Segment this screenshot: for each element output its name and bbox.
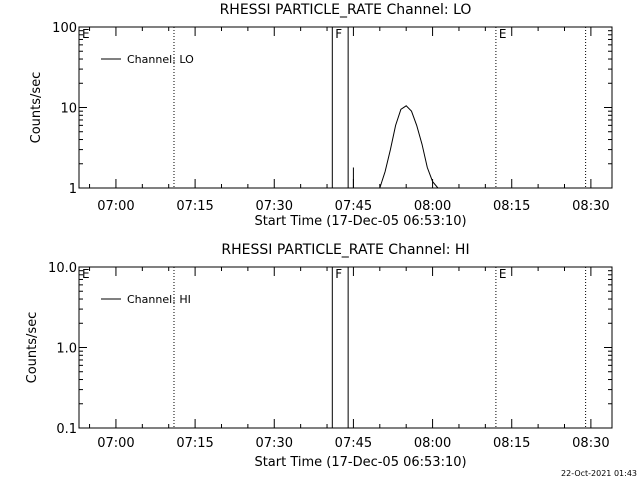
x-tick-label: 07:30 xyxy=(256,436,293,451)
x-tick-label: 08:00 xyxy=(414,199,451,214)
x-tick-label: 08:15 xyxy=(493,436,530,451)
y-tick-label: 10 xyxy=(60,102,77,117)
y-tick-label: 1 xyxy=(69,182,77,197)
x-tick-label: 08:00 xyxy=(414,436,451,451)
y-tick-label: 10.0 xyxy=(48,261,77,276)
y-tick-label: 1.0 xyxy=(56,342,77,357)
marker-label: F xyxy=(335,27,342,41)
chart-panel-1: RHESSI PARTICLE_RATE Channel: HI 0.1 1.0 10… xyxy=(25,242,613,470)
plot-frame xyxy=(78,266,613,429)
x-tick-label: 08:30 xyxy=(572,199,609,214)
marker-label: E xyxy=(499,27,507,41)
x-tick-label: 07:45 xyxy=(335,199,372,214)
x-tick-label: 07:15 xyxy=(176,436,213,451)
plot-frame xyxy=(78,26,613,189)
marker-label: E xyxy=(82,267,90,281)
x-tick-label: 07:30 xyxy=(256,199,293,214)
marker-label: E xyxy=(82,27,90,41)
x-tick-label: 07:00 xyxy=(97,436,134,451)
x-tick-label: 07:15 xyxy=(176,199,213,214)
x-axis-label: Start Time (17-Dec-05 06:53:10) xyxy=(254,214,466,229)
x-tick-label: 08:30 xyxy=(572,436,609,451)
data-series-0-segment-1 xyxy=(379,105,444,189)
legend-label: Channel: HI xyxy=(127,293,191,306)
chart-title: RHESSI PARTICLE_RATE Channel: LO xyxy=(220,2,472,18)
x-tick-label: 07:00 xyxy=(97,199,134,214)
x-tick-label: 08:15 xyxy=(493,199,530,214)
y-axis-label: Counts/sec xyxy=(29,72,44,144)
y-tick-label: 100 xyxy=(52,21,77,36)
x-axis-label: Start Time (17-Dec-05 06:53:10) xyxy=(254,455,466,470)
marker-label: E xyxy=(499,267,507,281)
y-axis-label: Counts/sec xyxy=(25,312,40,384)
y-tick-label: 0.1 xyxy=(56,422,77,437)
footer-timestamp: 22-Oct-2021 01:43 xyxy=(561,469,637,478)
x-tick-label: 07:45 xyxy=(335,436,372,451)
marker-label: F xyxy=(335,267,342,281)
chart-panel-0: RHESSI PARTICLE_RATE Channel: LO 1 10 100 Co… xyxy=(29,2,613,229)
legend-label: Channel: LO xyxy=(127,53,194,66)
chart-title: RHESSI PARTICLE_RATE Channel: HI xyxy=(221,242,469,258)
